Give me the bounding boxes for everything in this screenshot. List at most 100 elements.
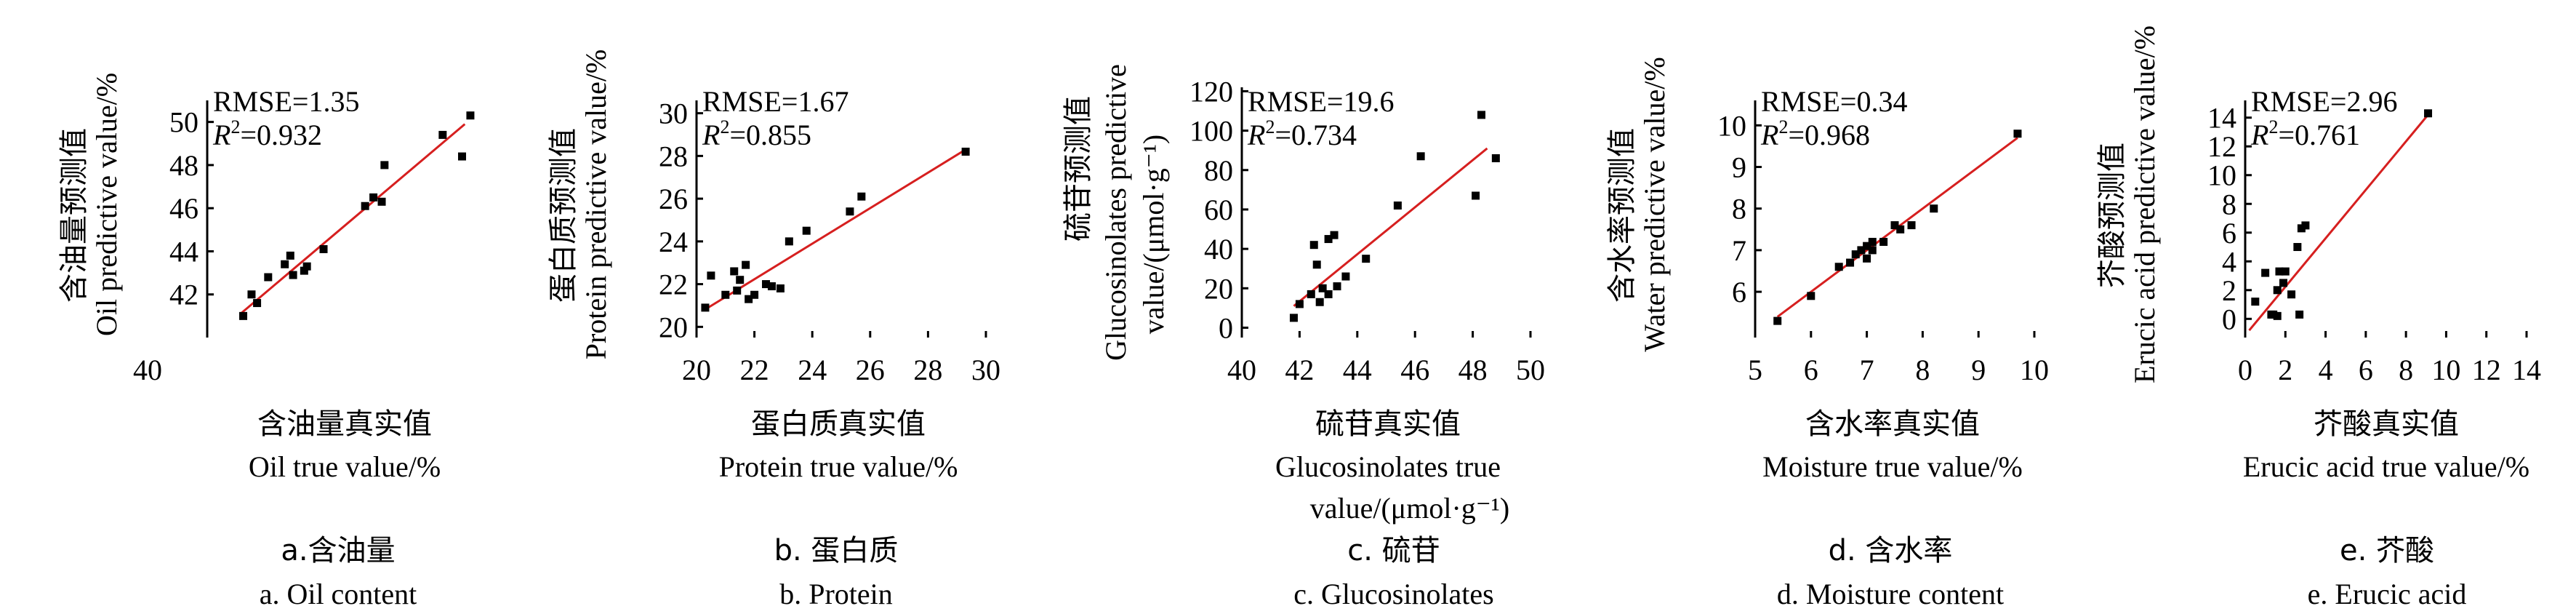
data-point [286, 251, 294, 260]
data-point [1309, 241, 1318, 250]
data-point [438, 130, 447, 139]
data-point [264, 273, 273, 282]
r2-symbol: R [2250, 119, 2268, 151]
y-tick-label: 80 [1204, 154, 1233, 187]
data-point [707, 271, 715, 280]
x-axis-label-cn: 芥酸真实值 [2314, 407, 2459, 441]
data-point [253, 299, 262, 308]
r2-symbol: R [1760, 119, 1778, 151]
x-tick-label: 6 [1804, 354, 1818, 386]
x-tick-label: 26 [856, 354, 885, 386]
x-tick-label: 8 [1915, 354, 1930, 386]
caption-cn: b. 蛋白质 [774, 534, 899, 567]
x-tick-label: 40 [133, 354, 162, 386]
r2-label: R2=0.734 [1247, 116, 1357, 151]
data-point [1907, 221, 1916, 230]
data-point [2273, 311, 2282, 320]
y-tick-label: 10 [1717, 109, 1746, 142]
r2-value: =0.968 [1788, 119, 1870, 151]
x-tick-label: 8 [2399, 354, 2413, 386]
y-tick-label: 42 [169, 279, 198, 311]
r2-superscript: 2 [2268, 116, 2278, 137]
x-axis-label-en: Protein true value/% [719, 450, 958, 483]
data-point [846, 207, 854, 216]
chart-panel-b: 20 22 24 26 28 30 20 22 24 26 28 30 RMSE=1.67R2=0.85… [547, 49, 1000, 610]
data-point [1393, 202, 1402, 210]
x-axis-label-en: Glucosinolates true [1275, 450, 1501, 483]
data-point [1324, 235, 1333, 244]
r2-superscript: 2 [720, 116, 729, 137]
data-point [2297, 224, 2306, 233]
data-point [1890, 221, 1899, 230]
data-point [1295, 300, 1304, 308]
x-tick-label: 4 [2319, 354, 2333, 386]
data-point [289, 271, 297, 279]
x-axis-label-en-unit: value/(μmol·g⁻¹) [1310, 492, 1509, 525]
y-tick-label: 8 [1732, 193, 1746, 226]
data-point [2295, 310, 2304, 319]
data-point [736, 276, 745, 284]
y-tick-label: 0 [2222, 303, 2236, 335]
data-point [785, 237, 793, 246]
caption-en: d. Moisture content [1777, 578, 2004, 610]
data-point [2281, 267, 2290, 276]
caption-en: e. Erucic acid [2308, 578, 2467, 610]
r2-symbol: R [1247, 119, 1265, 151]
y-axis-label-en: Water predictive value/% [1638, 57, 1671, 351]
x-tick-label: 42 [1285, 354, 1314, 386]
data-point [1491, 154, 1500, 163]
x-tick-label: 46 [1400, 354, 1429, 386]
r2-label: R2=0.855 [702, 116, 811, 151]
data-point [1834, 263, 1843, 271]
rmse-label: RMSE=2.96 [2251, 85, 2397, 118]
y-tick-label: 7 [1732, 234, 1746, 267]
x-tick-label: 5 [1748, 354, 1762, 386]
data-point [2287, 290, 2296, 299]
y-axis-label-en: Protein predictive value/% [579, 49, 612, 360]
data-point [2251, 298, 2260, 306]
y-tick-label: 4 [2222, 245, 2236, 278]
data-point [2293, 243, 2302, 252]
data-point [1477, 111, 1486, 119]
caption-cn: a.含油量 [281, 534, 395, 567]
data-point [2013, 129, 2022, 138]
y-tick-label: 22 [659, 268, 688, 301]
data-point [721, 290, 730, 299]
data-point [1846, 258, 1855, 267]
x-axis-label-cn: 蛋白质真实值 [751, 407, 926, 441]
y-tick-label: 6 [2222, 217, 2236, 250]
rmse-label: RMSE=1.35 [213, 85, 359, 118]
r2-superscript: 2 [230, 116, 240, 137]
y-tick-label: 20 [1204, 272, 1233, 305]
data-point [300, 266, 308, 275]
x-tick-label: 20 [682, 354, 711, 386]
r2-superscript: 2 [1778, 116, 1788, 137]
data-point [281, 260, 289, 268]
rmse-label: RMSE=1.67 [702, 85, 848, 118]
fit-line [2248, 113, 2429, 332]
data-point [1896, 225, 1905, 234]
data-point [1289, 314, 1298, 322]
y-axis-label-cn: 芥酸预测值 [2095, 143, 2129, 288]
y-tick-label: 26 [659, 183, 688, 215]
data-point [745, 295, 753, 303]
data-point [1807, 292, 1815, 300]
data-point [1307, 290, 1315, 298]
y-tick-label: 46 [169, 192, 198, 225]
x-tick-label: 48 [1458, 354, 1488, 386]
y-tick-label: 30 [659, 97, 688, 130]
y-axis-label-cn: 蛋白质预测值 [547, 128, 580, 303]
y-axis-label-en-unit: value/(μmol·g⁻¹) [1137, 135, 1170, 334]
x-tick-label: 6 [2359, 354, 2373, 386]
data-point [1930, 204, 1938, 213]
data-point [701, 303, 710, 312]
data-point [1857, 246, 1866, 255]
data-point [1773, 316, 1782, 325]
x-tick-label: 44 [1343, 354, 1372, 386]
y-tick-label: 2 [2222, 274, 2236, 307]
r2-symbol: R [212, 119, 230, 151]
x-tick-label: 24 [798, 354, 827, 386]
y-tick-label: 12 [2207, 130, 2236, 163]
data-point [1341, 272, 1350, 281]
